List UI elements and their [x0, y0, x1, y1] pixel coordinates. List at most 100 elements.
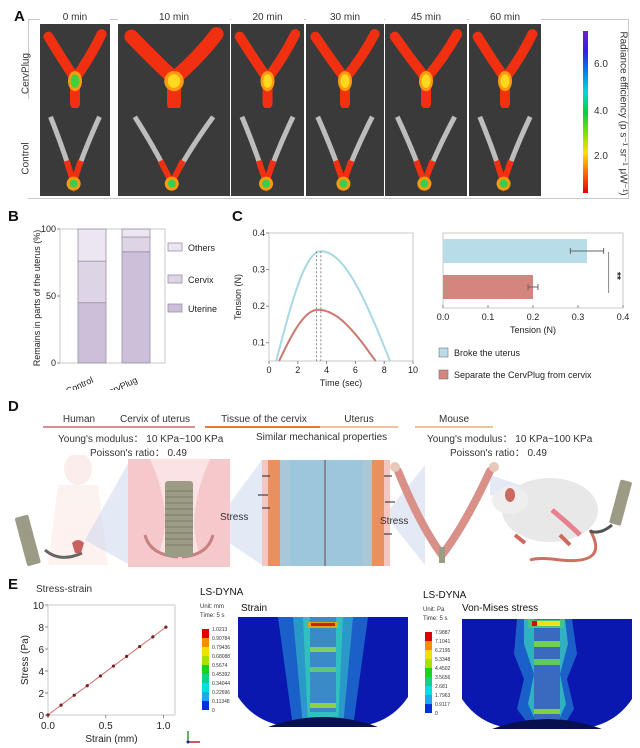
y-tick-label: 0.4 [252, 228, 265, 238]
cervix-tissue-block [262, 460, 390, 566]
legend-swatch [438, 369, 449, 380]
header-underline [415, 426, 493, 428]
header-underline [320, 426, 398, 428]
cervix-signal-core [420, 179, 429, 188]
bar-segment-uterine [121, 251, 151, 364]
uterus-illustration [394, 467, 494, 559]
uterine-horn-signal [167, 27, 224, 86]
bar-segment-others [121, 228, 151, 238]
colorbar-tick-2: 2.0 [594, 151, 608, 162]
plot-frame [47, 604, 176, 716]
data-point [72, 693, 76, 697]
stress-strain-title: Stress-strain [36, 584, 93, 595]
x-tick-label: 0 [266, 365, 271, 375]
x-tick-label: 0.0 [437, 312, 450, 322]
legend-swatch [167, 303, 183, 313]
legend-swatch [167, 242, 183, 252]
sim2-software: LS-DYNA [423, 590, 467, 601]
legend-value: 0.11348 [212, 699, 230, 705]
stress-strain-line [47, 626, 167, 716]
cervplug-fluorescence-image [306, 24, 384, 108]
panel-label-e: E [8, 576, 19, 593]
bar-segment-others [77, 228, 107, 262]
legend-color-swatch [425, 704, 432, 713]
legend-value: 0 [435, 711, 438, 717]
legend-color-swatch [202, 656, 209, 665]
header-tissue-of-the-cervix: Tissue of the cervix [221, 414, 307, 425]
x-axis-label: Time (sec) [320, 378, 362, 388]
chart-e-stress-strain: 0 2 4 6 8 10 0.0 0.5 1.0 Strain (mm) Stress (Pa) [20, 601, 176, 745]
tension-bar [443, 239, 587, 263]
bar-segment-cervix [121, 236, 151, 253]
legend-color-swatch [202, 683, 209, 692]
legend-color-swatch [425, 695, 432, 704]
colorbar-title: Radiance efficiency (p s⁻¹ sr⁻¹ μW⁻¹) [617, 31, 629, 196]
colorbar-tick-4: 4.0 [594, 106, 608, 117]
legend-color-swatch [202, 629, 209, 638]
header-underline [115, 426, 195, 428]
data-point [46, 713, 50, 717]
legend-color-swatch [425, 686, 432, 695]
uterine-horn-signal [262, 29, 301, 84]
x-tick-label: CervPlug [101, 375, 139, 390]
axis-triad-icon [186, 731, 200, 744]
data-point [125, 654, 129, 658]
y-tick-label: 0.3 [252, 265, 265, 275]
y-axis-label: Stress (Pa) [20, 635, 31, 685]
cervix-signal-core [499, 179, 508, 188]
x-tick-label: 2 [295, 365, 300, 375]
cervix-signal-core [339, 179, 348, 188]
y-axis-label: Tension (N) [233, 274, 243, 320]
cervplug-fluorescence-image [118, 24, 230, 108]
y-tick-label: 8 [38, 623, 44, 634]
light-beam-3 [385, 465, 425, 565]
uterine-horn-signal [234, 31, 273, 108]
control-fluorescence-image [40, 108, 110, 196]
header-human: Human [62, 414, 96, 425]
sim1-software: LS-DYNA [200, 587, 244, 598]
cervix-signal-core [262, 179, 271, 188]
x-tick-label: 6 [353, 365, 358, 375]
cervplug-device-right [609, 479, 632, 526]
human-silhouette [48, 455, 108, 565]
y-axis-label: Remains in parts of the uterus (%) [32, 230, 42, 367]
right-poisson-ratio: Poisson's ratio： 0.49 [450, 448, 547, 459]
uterine-horn-signal [70, 29, 107, 84]
y-tick-label: 0.2 [252, 301, 265, 311]
legend-value: 2.681 [435, 684, 448, 690]
legend-color-swatch [425, 650, 432, 659]
legend-color-swatch [202, 647, 209, 656]
control-fluorescence-image [385, 108, 467, 196]
uterine-horn-signal [310, 31, 350, 108]
signal-core [167, 74, 181, 88]
cervix-signal-core [69, 179, 78, 188]
legend-value: 0 [212, 708, 215, 714]
sim2-stress-contour [462, 619, 632, 729]
sim2-title: Von-Mises stress [462, 603, 539, 614]
y-tick-label: 0 [38, 711, 44, 722]
ovary-right [489, 462, 499, 472]
uterus-icon-small [72, 540, 84, 553]
legend-color-swatch [425, 677, 432, 686]
panel-d-illustration [14, 455, 632, 567]
x-tick-label: 0.3 [572, 312, 585, 322]
significance-marker: ** [611, 272, 622, 280]
center-similar-properties: Similar mechanical properties [256, 432, 388, 443]
y-tick-label: 10 [33, 601, 45, 612]
legend-value: 0.34044 [212, 681, 231, 687]
control-fluorescence-image [306, 108, 384, 196]
x-tick-label: 8 [382, 365, 387, 375]
legend-value: 0.5674 [212, 663, 228, 669]
sim2-time: Time: 5 s [423, 616, 448, 622]
data-point [164, 625, 168, 629]
x-tick-label: 0.0 [41, 721, 55, 732]
uterine-horn-signal [124, 29, 181, 108]
cervix-signal-core [167, 179, 176, 188]
right-youngs-modulus: Young's modulus： 10 KPa~100 KPa [427, 434, 593, 445]
legend-value: 0.45392 [212, 672, 231, 678]
header-mouse: Mouse [438, 414, 469, 425]
x-tick-label: 0.5 [99, 721, 113, 732]
panel-label-a: A [14, 8, 25, 25]
chart-c-curve: 0.1 0.2 0.3 0.4 0 2 4 6 8 10 Time (sec) Tension (N) [233, 228, 418, 388]
legend-value: 7.1041 [435, 639, 451, 645]
